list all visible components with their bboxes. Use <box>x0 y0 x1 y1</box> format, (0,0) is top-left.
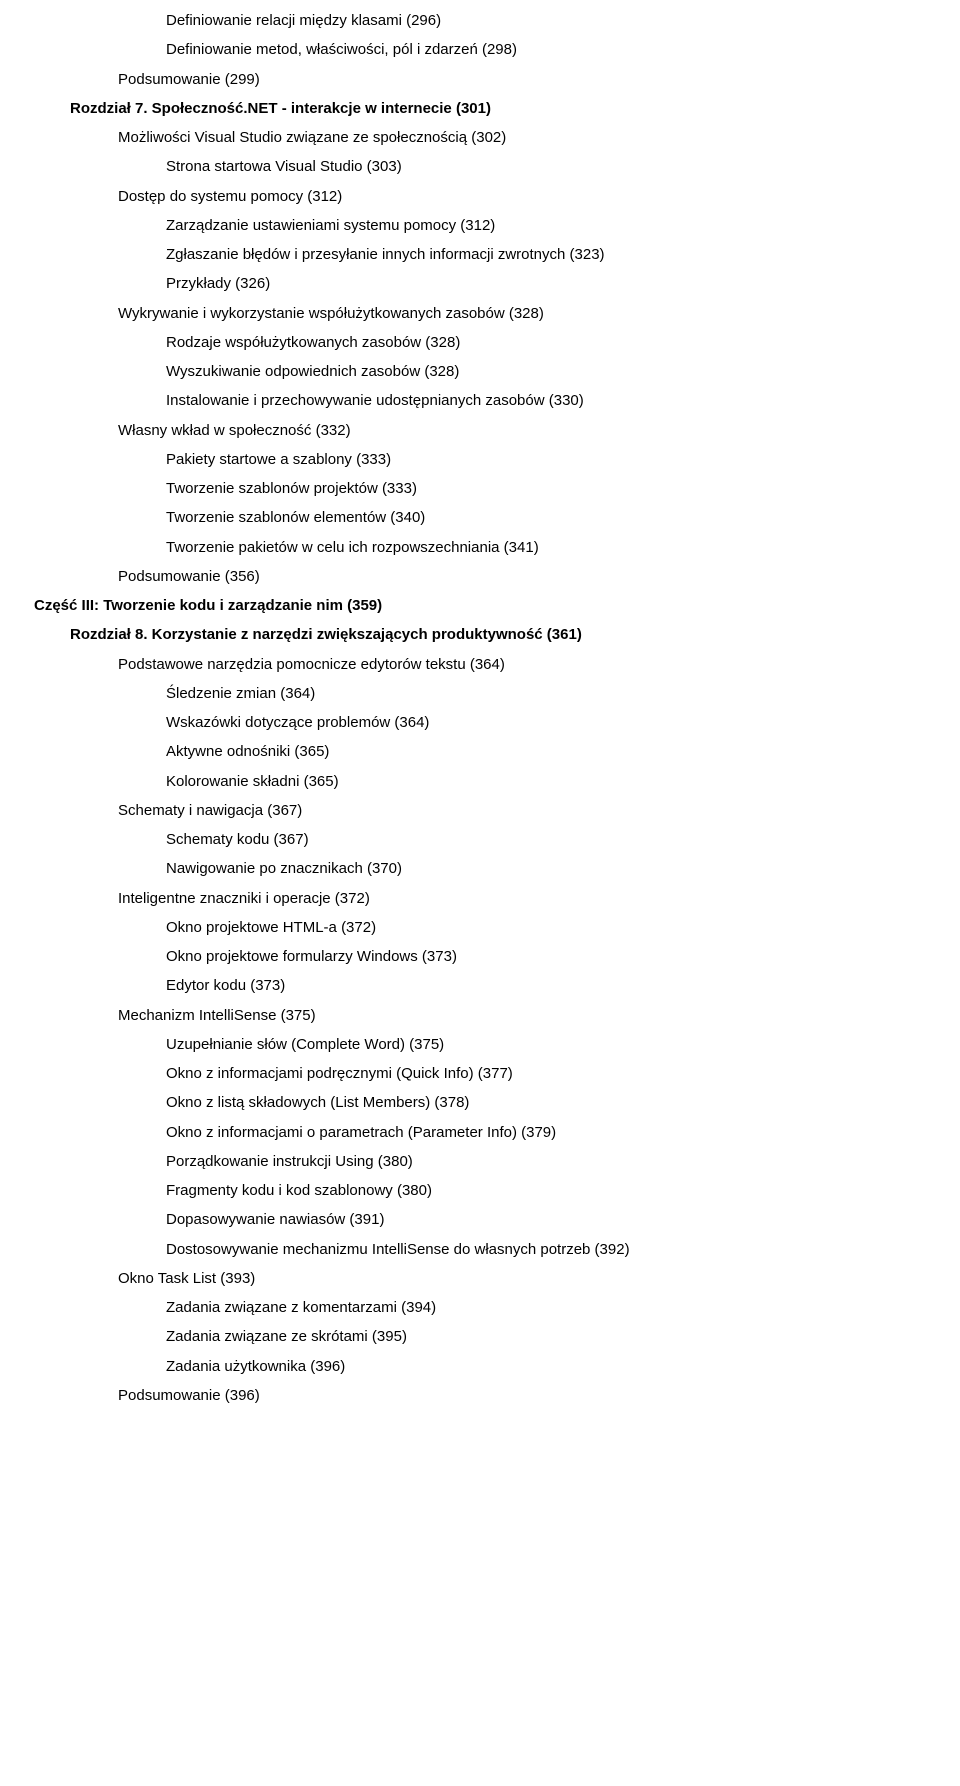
toc-line: Pakiety startowe a szablony (333) <box>0 445 960 474</box>
toc-line: Śledzenie zmian (364) <box>0 679 960 708</box>
toc-line: Fragmenty kodu i kod szablonowy (380) <box>0 1176 960 1205</box>
toc-line: Tworzenie szablonów projektów (333) <box>0 474 960 503</box>
toc-line: Definiowanie relacji między klasami (296… <box>0 6 960 35</box>
toc-line: Uzupełnianie słów (Complete Word) (375) <box>0 1030 960 1059</box>
toc-line: Inteligentne znaczniki i operacje (372) <box>0 884 960 913</box>
toc-line: Definiowanie metod, właściwości, pól i z… <box>0 35 960 64</box>
toc-line: Dostęp do systemu pomocy (312) <box>0 182 960 211</box>
toc-line: Możliwości Visual Studio związane ze spo… <box>0 123 960 152</box>
toc-line: Dopasowywanie nawiasów (391) <box>0 1205 960 1234</box>
toc-line: Aktywne odnośniki (365) <box>0 737 960 766</box>
toc-line: Okno projektowe formularzy Windows (373) <box>0 942 960 971</box>
toc-line: Zadania związane z komentarzami (394) <box>0 1293 960 1322</box>
toc-line: Rozdział 8. Korzystanie z narzędzi zwięk… <box>0 620 960 649</box>
toc-line: Porządkowanie instrukcji Using (380) <box>0 1147 960 1176</box>
toc-line: Podsumowanie (396) <box>0 1381 960 1410</box>
toc-line: Tworzenie pakietów w celu ich rozpowszec… <box>0 533 960 562</box>
toc-line: Okno z informacjami podręcznymi (Quick I… <box>0 1059 960 1088</box>
toc-line: Zadania użytkownika (396) <box>0 1352 960 1381</box>
toc-line: Przykłady (326) <box>0 269 960 298</box>
toc-line: Kolorowanie składni (365) <box>0 767 960 796</box>
toc-line: Wykrywanie i wykorzystanie współużytkowa… <box>0 299 960 328</box>
toc-line: Część III: Tworzenie kodu i zarządzanie … <box>0 591 960 620</box>
toc-line: Edytor kodu (373) <box>0 971 960 1000</box>
toc-line: Mechanizm IntelliSense (375) <box>0 1001 960 1030</box>
toc-line: Podsumowanie (299) <box>0 65 960 94</box>
toc-line: Okno z informacjami o parametrach (Param… <box>0 1118 960 1147</box>
toc-line: Podstawowe narzędzia pomocnicze edytorów… <box>0 650 960 679</box>
toc-line: Okno projektowe HTML-a (372) <box>0 913 960 942</box>
toc-line: Okno z listą składowych (List Members) (… <box>0 1088 960 1117</box>
toc-line: Okno Task List (393) <box>0 1264 960 1293</box>
toc-line: Wskazówki dotyczące problemów (364) <box>0 708 960 737</box>
toc-line: Schematy kodu (367) <box>0 825 960 854</box>
toc-line: Rozdział 7. Społeczność.NET - interakcje… <box>0 94 960 123</box>
toc-line: Rodzaje współużytkowanych zasobów (328) <box>0 328 960 357</box>
table-of-contents: Definiowanie relacji między klasami (296… <box>0 0 960 1430</box>
toc-line: Zadania związane ze skrótami (395) <box>0 1322 960 1351</box>
toc-line: Wyszukiwanie odpowiednich zasobów (328) <box>0 357 960 386</box>
toc-line: Zgłaszanie błędów i przesyłanie innych i… <box>0 240 960 269</box>
toc-line: Własny wkład w społeczność (332) <box>0 416 960 445</box>
toc-line: Tworzenie szablonów elementów (340) <box>0 503 960 532</box>
toc-line: Dostosowywanie mechanizmu IntelliSense d… <box>0 1235 960 1264</box>
toc-line: Strona startowa Visual Studio (303) <box>0 152 960 181</box>
toc-line: Instalowanie i przechowywanie udostępnia… <box>0 386 960 415</box>
toc-line: Zarządzanie ustawieniami systemu pomocy … <box>0 211 960 240</box>
toc-line: Podsumowanie (356) <box>0 562 960 591</box>
toc-line: Nawigowanie po znacznikach (370) <box>0 854 960 883</box>
toc-line: Schematy i nawigacja (367) <box>0 796 960 825</box>
